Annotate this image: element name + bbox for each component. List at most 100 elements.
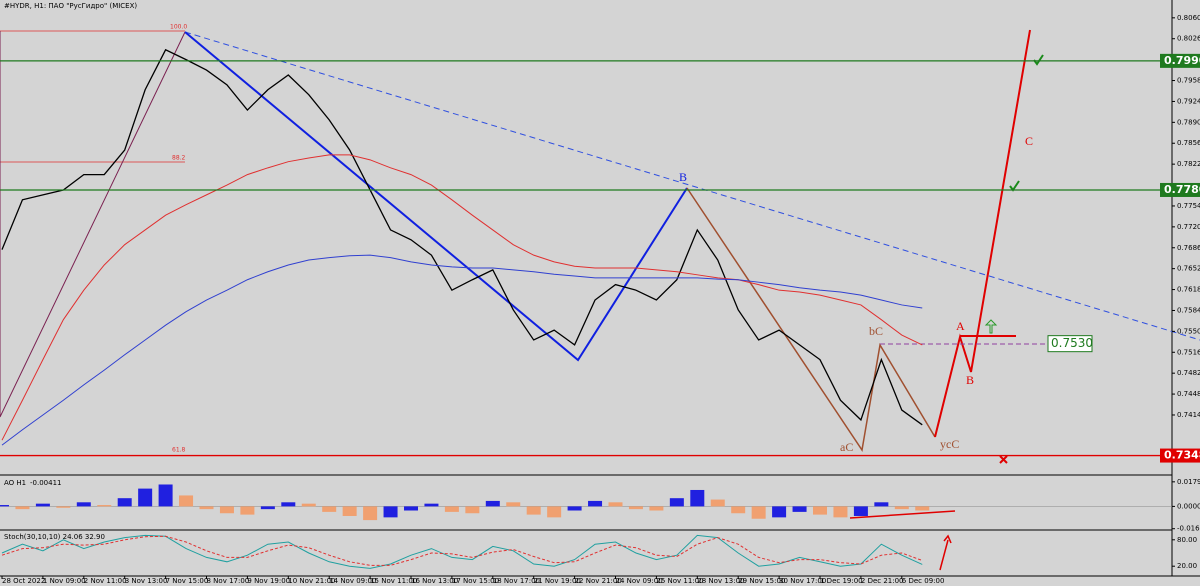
- ao-bar: [322, 506, 337, 512]
- ao-bar: [363, 506, 378, 521]
- ao-bar: [731, 506, 746, 514]
- ao-bar: [424, 503, 439, 507]
- x-tick-label: 29 Nov 15:00: [738, 577, 785, 585]
- ao-bar: [894, 506, 909, 510]
- series-line: [1, 48, 923, 426]
- up-arrow: [984, 319, 998, 334]
- ao-bar: [792, 506, 807, 512]
- y-tick-label: 0.7448: [1177, 390, 1200, 398]
- wave-label: A: [956, 319, 965, 333]
- ao-bar: [158, 484, 173, 507]
- x-tick-label: 1 Nov 09:00: [43, 577, 86, 585]
- ao-bar: [15, 506, 30, 510]
- ao-bar: [117, 498, 132, 507]
- ao-bar: [833, 506, 848, 518]
- x-tick-label: 24 Nov 09:00: [616, 577, 663, 585]
- x-tick-label: 21 Nov 19:00: [534, 577, 581, 585]
- y-tick-label: 0.8060: [1177, 14, 1200, 22]
- pane-title: Stoch(30,10,10) 24.06 32.90: [4, 533, 105, 541]
- fib-label: 88.2: [172, 155, 186, 162]
- x-tick-label: 28 Nov 13:00: [697, 577, 744, 585]
- x-tick-label: 17 Nov 15:00: [452, 577, 499, 585]
- ao-bar: [813, 506, 827, 515]
- x-tick-label: 18 Nov 17:00: [493, 577, 540, 585]
- y-tick-label: 0.0000: [1177, 502, 1200, 510]
- x-tick-label: 2 Nov 11:00: [84, 577, 127, 585]
- ao-bar: [138, 488, 153, 507]
- ao-bar: [0, 505, 9, 507]
- y-tick-label: 0.7618: [1177, 286, 1200, 294]
- pane-title: AO H1: [4, 479, 26, 487]
- trend-line: [184, 31, 1200, 341]
- wave-line: [686, 187, 936, 452]
- ao-bar: [547, 506, 562, 518]
- x-tick-label: 9 Nov 19:00: [247, 577, 290, 585]
- ao-bar: [608, 502, 623, 507]
- fib-label: 61.8: [172, 447, 186, 454]
- series-line: [1, 154, 923, 441]
- ao-bar: [628, 506, 643, 510]
- y-tick-label: 0.7856: [1177, 139, 1200, 147]
- ao-bar: [669, 498, 684, 507]
- y-tick-label: 0.7890: [1177, 118, 1200, 126]
- ao-bar: [506, 502, 521, 507]
- ao-bar: [56, 506, 71, 508]
- ao-bar: [649, 506, 664, 511]
- y-tick-label: 0.7482: [1177, 369, 1200, 377]
- level-box: [1160, 448, 1200, 463]
- target-box: [1047, 335, 1093, 353]
- x-tick-label: 15 Nov 11:00: [370, 577, 417, 585]
- ao-bar: [526, 506, 541, 515]
- y-tick-label: 20.00: [1177, 562, 1197, 570]
- ao-bar: [751, 506, 766, 519]
- x-tick-label: 14 Nov 09:00: [329, 577, 376, 585]
- series-line: [1, 535, 923, 566]
- y-tick-label: 0.7414: [1177, 411, 1200, 419]
- wave-label: C: [1025, 134, 1033, 148]
- y-tick-label: 0.7516: [1177, 348, 1200, 356]
- wave-label: bC: [869, 324, 883, 338]
- ao-bar: [179, 495, 194, 507]
- ao-bar: [301, 503, 316, 507]
- target-label: 0.7530: [1051, 336, 1093, 350]
- x-tick-label: 16 Nov 13:00: [411, 577, 458, 585]
- x-tick-label: 3 Nov 13:00: [125, 577, 168, 585]
- stoch-arrow: [939, 534, 952, 571]
- x-tick-label: 30 Nov 17:00: [779, 577, 826, 585]
- pane-value: -0.00411: [30, 479, 61, 487]
- ao-bar: [690, 489, 705, 507]
- y-tick-label: 0.7754: [1177, 202, 1200, 210]
- y-tick-label: 0.8026: [1177, 35, 1200, 43]
- level-label: 0.7348: [1164, 449, 1200, 462]
- ao-bar: [35, 503, 50, 507]
- y-tick-label: 0.7924: [1177, 97, 1200, 105]
- wave-label: B: [679, 170, 687, 184]
- y-tick-label: 0.7584: [1177, 306, 1200, 314]
- wave-line: [0, 31, 186, 418]
- ao-bar: [485, 500, 500, 507]
- y-tick-label: 0.7686: [1177, 244, 1200, 252]
- ao-bar: [874, 502, 889, 507]
- ao-bar: [383, 506, 398, 518]
- fib-label: 100.0: [170, 24, 187, 31]
- x-tick-label: 28 Oct 2022: [2, 577, 45, 585]
- level-box: [1160, 53, 1200, 68]
- ao-bar: [567, 506, 582, 511]
- series-line: [1, 534, 923, 569]
- y-tick-label: 0.7652: [1177, 265, 1200, 273]
- y-tick-label: 80.00: [1177, 536, 1197, 544]
- divergence-line: [849, 510, 956, 519]
- y-tick-label: 0.7822: [1177, 160, 1200, 168]
- ao-bar: [281, 502, 296, 507]
- ao-bar: [342, 506, 357, 516]
- ao-bar: [240, 506, 255, 515]
- y-tick-label: 0.7550: [1177, 327, 1200, 335]
- ao-bar: [915, 506, 930, 511]
- x-tick-label: 22 Nov 21:00: [575, 577, 622, 585]
- ao-bar: [444, 506, 459, 512]
- ao-bar: [853, 506, 868, 516]
- ao-bar: [710, 499, 725, 507]
- x-tick-label: 8 Nov 17:00: [207, 577, 250, 585]
